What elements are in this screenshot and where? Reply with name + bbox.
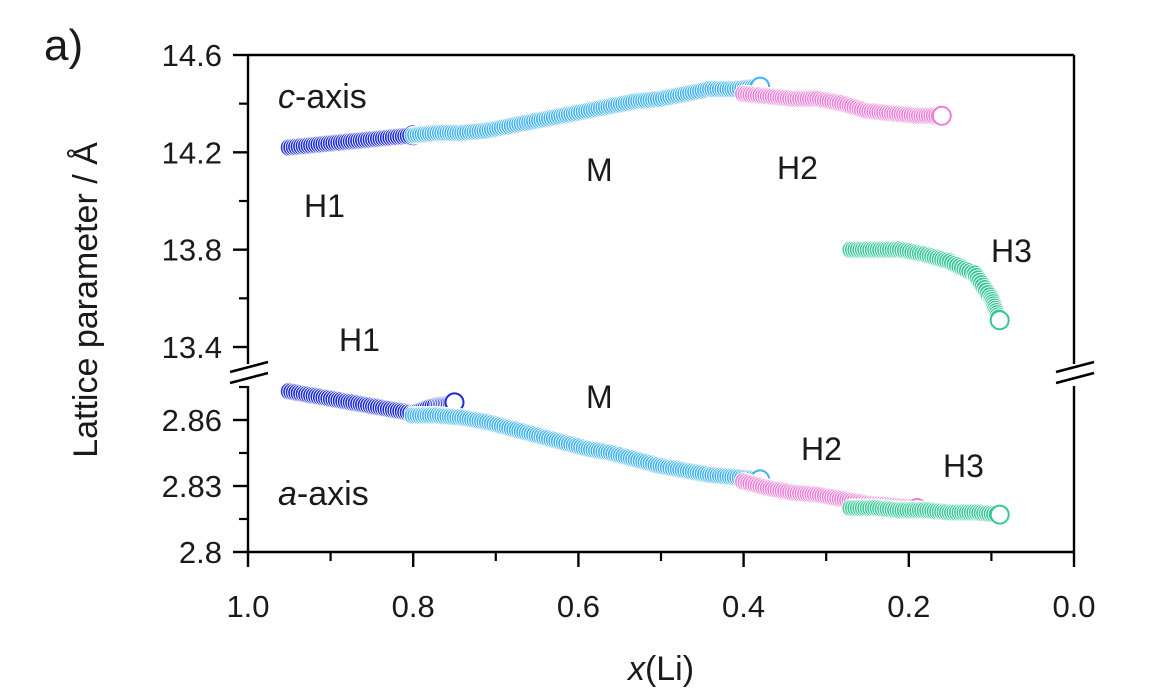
y-tick-label-lower: 2.8	[179, 535, 222, 570]
axis-break-left	[229, 360, 269, 385]
annotation-a-m: M	[586, 379, 613, 415]
plot-frame	[246, 53, 1076, 554]
x-axis-title-unit: (Li)	[645, 650, 694, 688]
c-axis-series-h3	[841, 240, 1010, 331]
x-tick-label: 0.4	[722, 589, 765, 624]
x-tick-label: 1.0	[226, 589, 269, 624]
axis-break-right	[1055, 360, 1095, 385]
x-axis-title: x(Li)	[626, 650, 694, 688]
x-tick-label: 0.0	[1052, 589, 1095, 624]
y-tick-label-lower: 2.86	[162, 403, 222, 438]
c-axis-label: c-axis	[278, 78, 367, 116]
data-point	[931, 105, 952, 126]
axis-break-right-mark-1	[1055, 360, 1095, 374]
c-axis-label-rest: -axis	[295, 78, 367, 116]
x-tick-label: 0.2	[887, 589, 930, 624]
axis-break-right-mark-2	[1055, 371, 1095, 385]
y-tick-label-upper: 13.8	[162, 233, 222, 268]
annotation-a-h1: H1	[339, 322, 380, 358]
y-tick-label-upper: 14.2	[162, 135, 222, 170]
annotation-c-h3: H3	[991, 233, 1032, 269]
a-axis-label: a-axis	[278, 475, 369, 513]
x-axis-title-var: x	[626, 650, 646, 688]
panel-label: a)	[44, 21, 83, 70]
annotation-a-h2: H2	[801, 431, 842, 467]
annotation-a-h3: H3	[943, 448, 984, 484]
y-tick-label-upper: 13.4	[162, 330, 222, 365]
data-point	[989, 310, 1010, 331]
c-axis-series-m	[403, 76, 771, 145]
a-axis-label-rest: -axis	[297, 475, 369, 513]
y-tick-label-lower: 2.83	[162, 469, 222, 504]
a-axis-series-m	[403, 406, 771, 490]
annotation-c-h1: H1	[304, 188, 345, 224]
annotation-c-m: M	[586, 152, 613, 188]
x-tick-label: 0.8	[392, 589, 435, 624]
annotation-c-h2: H2	[777, 150, 818, 186]
a-axis-series-h3	[841, 498, 1010, 525]
a-axis-label-letter: a	[278, 475, 297, 513]
c-axis-series-h2	[734, 84, 952, 126]
y-tick-label-upper: 14.6	[162, 38, 222, 73]
x-tick-label: 0.6	[557, 589, 600, 624]
c-axis-label-letter: c	[278, 78, 295, 116]
y-axis-title: Lattice parameter / Å	[67, 142, 105, 458]
axis-break-left-mark-2	[229, 371, 269, 385]
c-axis-series-h1	[279, 125, 424, 157]
data-point	[989, 504, 1010, 525]
axis-break-left-mark-1	[229, 360, 269, 374]
